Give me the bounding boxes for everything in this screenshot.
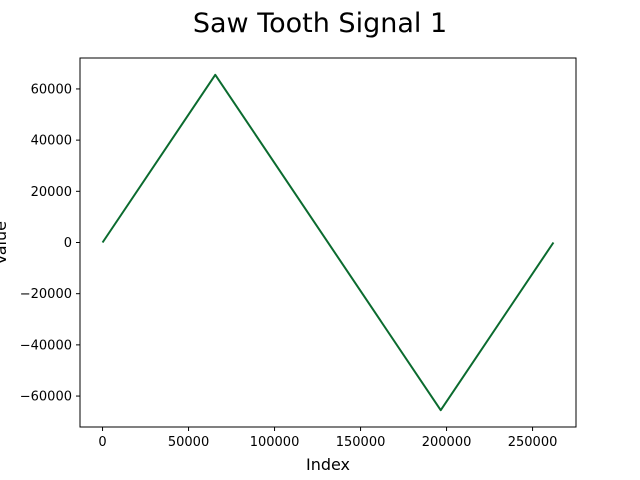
series-line xyxy=(101,73,555,412)
y-tick-label: −40000 xyxy=(20,338,72,353)
chart-title: Saw Tooth Signal 1 xyxy=(193,8,447,39)
x-tick-label: 150000 xyxy=(336,435,386,450)
x-tick-label: 100000 xyxy=(250,435,300,450)
y-tick-label: −20000 xyxy=(20,287,72,302)
y-tick-label: 40000 xyxy=(31,134,72,149)
x-axis: 0 50000 100000 150000 200000 250000 xyxy=(98,427,557,450)
x-tick-label: 50000 xyxy=(168,435,209,450)
x-tick-label: 250000 xyxy=(508,435,558,450)
y-tick-label: −60000 xyxy=(20,390,72,405)
y-tick-label: 0 xyxy=(64,236,72,251)
x-tick-label: 0 xyxy=(98,435,106,450)
x-axis-label: Index xyxy=(306,455,350,474)
y-tick-label: 60000 xyxy=(31,82,72,97)
y-axis: −60000 −40000 −20000 0 20000 40000 60000 xyxy=(20,82,80,405)
y-axis-label: Value xyxy=(0,221,10,265)
y-tick-label: 20000 xyxy=(31,185,72,200)
series-layer xyxy=(101,73,555,412)
x-tick-label: 200000 xyxy=(422,435,472,450)
